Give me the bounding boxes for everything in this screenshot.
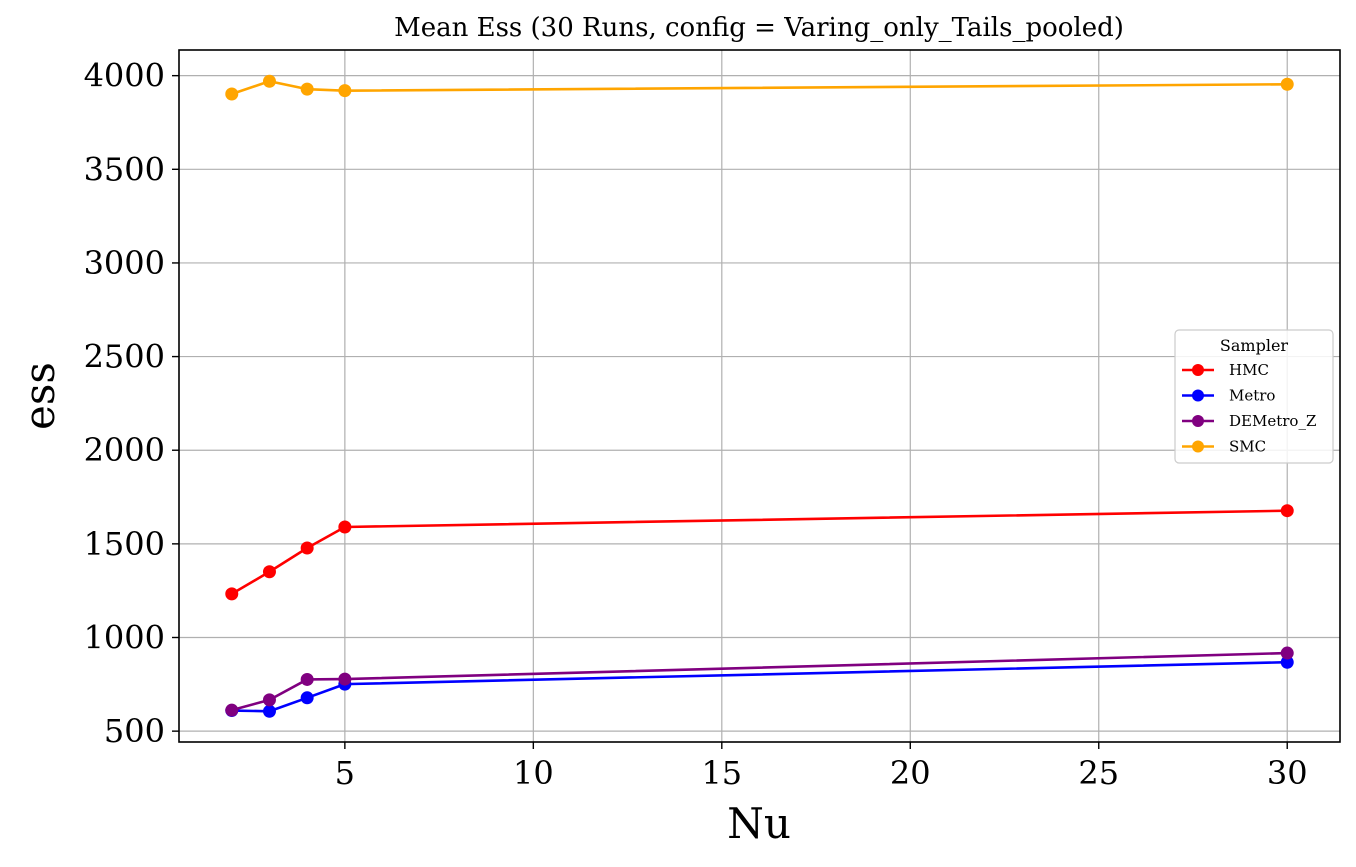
legend-label: SMC: [1229, 438, 1266, 456]
legend-label: Metro: [1229, 387, 1275, 405]
legend-box: [1174, 329, 1334, 464]
legend-item-hmc: HMC: [1182, 361, 1269, 379]
legend-entries: HMC Metro DEMetro_Z SMC: [1182, 361, 1316, 456]
x-tick-label: 25: [1078, 754, 1119, 792]
x-axis-label: Nu: [727, 799, 791, 848]
x-tick-label: 10: [513, 754, 554, 792]
y-axis-label: ess: [15, 362, 64, 430]
x-tick-label: 15: [701, 754, 742, 792]
legend: Sampler HMC Metro DEMetro_Z SMC: [1174, 329, 1334, 464]
series-smc: [225, 74, 1294, 101]
data-point-demetro-z: [225, 703, 239, 717]
series-metro: [225, 655, 1294, 718]
legend-label: HMC: [1229, 361, 1269, 379]
data-point-smc: [338, 84, 352, 98]
y-tick-label: 3000: [84, 244, 165, 282]
x-tick-label: 30: [1267, 754, 1308, 792]
y-tick-label: 500: [104, 712, 165, 750]
data-point-metro: [262, 704, 276, 718]
grid: [179, 50, 1340, 742]
series-line-smc: [231, 79, 1288, 96]
data-point-hmc: [225, 587, 239, 601]
data-point-smc: [1280, 77, 1294, 91]
data-point-hmc: [300, 541, 314, 555]
data-point-smc: [225, 87, 239, 101]
legend-title: Sampler: [1220, 336, 1289, 355]
y-tick-label: 4000: [84, 57, 165, 95]
data-point-metro: [300, 691, 314, 705]
y-tick-label: 2500: [84, 338, 165, 376]
data-point-hmc: [338, 520, 352, 534]
axis-ticks: 5 10 15 20 25 30 500 1000 1500 2000 2500 3000 3500 40…: [84, 57, 1308, 792]
data-point-hmc: [262, 565, 276, 579]
chart-title: Mean Ess (30 Runs, config = Varing_only_…: [394, 13, 1124, 43]
data-point-smc: [300, 82, 314, 96]
series-line-demetro-z: [231, 651, 1288, 712]
y-tick-label: 3500: [84, 150, 165, 188]
data-point-hmc: [1280, 504, 1294, 518]
legend-item-demetro-z: DEMetro_Z: [1182, 412, 1316, 430]
data-point-smc: [262, 74, 276, 88]
data-point-metro: [1280, 655, 1294, 669]
legend-item-smc: SMC: [1182, 438, 1266, 456]
legend-item-metro: Metro: [1182, 387, 1275, 405]
legend-swatch-marker: [1192, 389, 1204, 402]
series-line-hmc: [231, 509, 1288, 595]
x-tick-label: 20: [890, 754, 931, 792]
data-point-demetro-z: [1280, 646, 1294, 660]
series-layer: [225, 74, 1294, 718]
data-point-demetro-z: [338, 672, 352, 686]
legend-swatch-marker: [1192, 440, 1204, 453]
y-tick-label: 2000: [84, 431, 165, 469]
legend-label: DEMetro_Z: [1229, 412, 1316, 430]
legend-swatch-marker: [1192, 415, 1204, 427]
series-line-metro: [231, 660, 1288, 713]
y-tick-label: 1500: [84, 525, 165, 563]
series-demetro-z: [225, 646, 1294, 717]
x-tick-label: 5: [335, 754, 355, 792]
data-point-demetro-z: [262, 693, 276, 707]
series-hmc: [225, 504, 1294, 601]
legend-swatch-marker: [1192, 364, 1204, 376]
y-tick-label: 1000: [84, 618, 165, 656]
plot-frame: [178, 49, 1341, 743]
data-point-demetro-z: [300, 672, 314, 686]
